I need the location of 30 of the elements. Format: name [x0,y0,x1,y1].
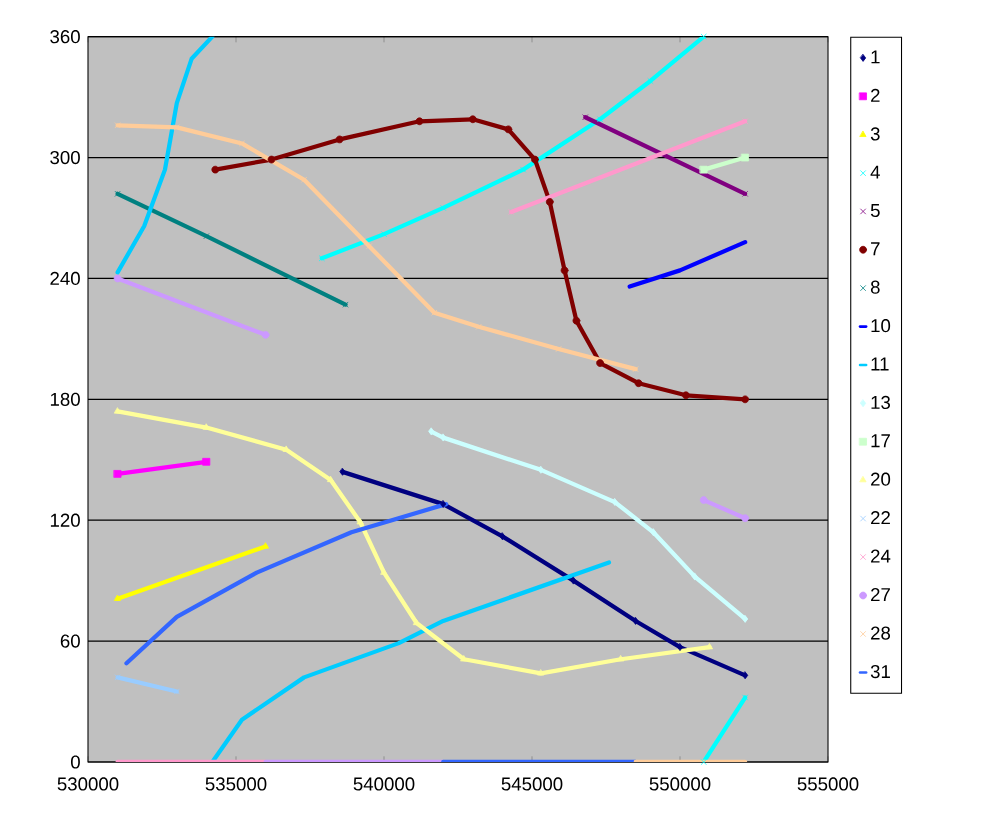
legend-label: 5 [870,204,880,218]
legend-label: 13 [871,395,891,410]
x-tick-label: 535000 [205,777,267,791]
legend-label: 31 [870,664,890,679]
legend-label: 8 [870,280,880,294]
legend-label: 4 [870,165,880,179]
legend-label: 11 [871,357,889,371]
y-tick-label: 60 [60,634,80,648]
x-tick-label: 555000 [797,777,859,791]
x-tick-label: 545000 [501,777,563,791]
y-tick-label: 240 [50,271,80,286]
y-tick-label: 120 [50,513,80,527]
legend-label: 20 [871,472,891,486]
legend-label: 2 [871,88,880,102]
legend-label: 22 [871,511,890,525]
legend-label: 24 [871,549,891,563]
legend-label: 17 [871,434,890,448]
y-tick-label: 180 [50,392,80,406]
x-tick-label: 540000 [353,777,415,791]
legend-label: 1 [871,50,880,64]
legend-label: 10 [871,319,891,333]
legend-label: 7 [871,242,880,256]
legend-label: 3 [870,127,880,141]
legend-label: 27 [871,587,890,602]
x-tick-label: 550000 [649,777,711,791]
y-tick-label: 360 [50,30,80,44]
y-tick-label: 300 [50,150,80,165]
y-tick-label: 0 [70,755,80,769]
x-tick-label: 530000 [57,777,119,791]
legend-label: 28 [871,626,891,640]
